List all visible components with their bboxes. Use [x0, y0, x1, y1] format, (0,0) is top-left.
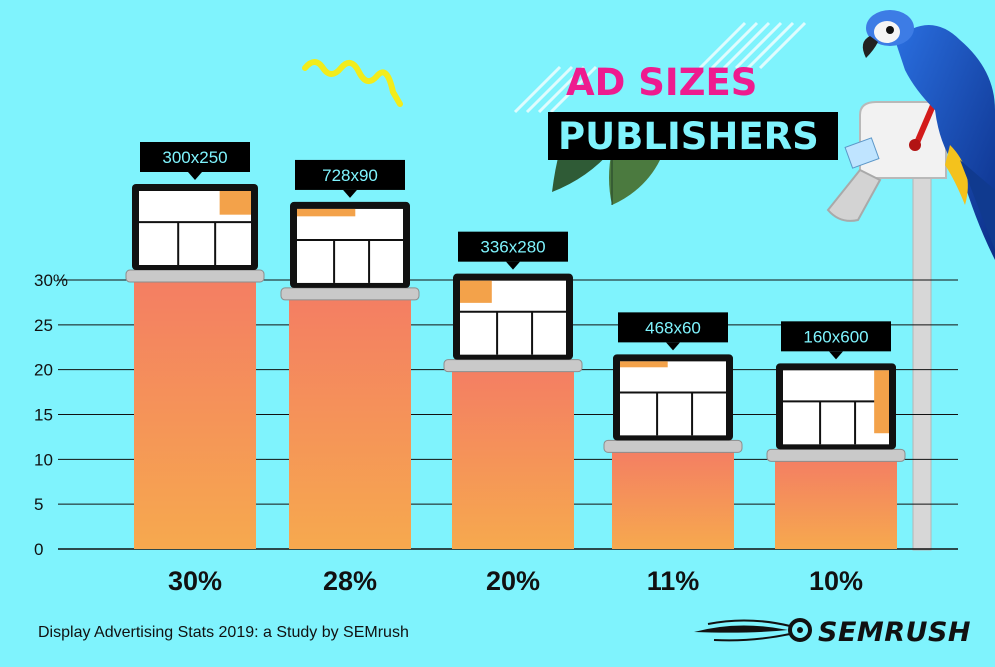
title-line1: AD SIZES: [566, 61, 757, 104]
y-axis-ticks: 0 5 10 15 20 25 30%: [34, 271, 68, 559]
parrot-illustration: [862, 10, 995, 260]
category-label-bg: [781, 321, 891, 352]
bar-group: 300x250: [125, 142, 265, 549]
y-tick-label: 5: [34, 495, 43, 514]
laptop-base: [766, 448, 906, 462]
y-tick-label: 15: [34, 406, 53, 425]
title-line2: PUBLISHERS: [558, 115, 819, 158]
title: AD SIZES PUBLISHERS: [548, 61, 838, 160]
bar-group: 160x600: [766, 321, 906, 549]
y-tick-label: 30%: [34, 271, 68, 290]
category-label-pointer: [506, 261, 520, 270]
y-tick-label: 25: [34, 316, 53, 335]
y-tick-label: 20: [34, 361, 53, 380]
laptop-base: [443, 359, 583, 373]
category-label-bg: [618, 312, 728, 343]
value-label: 20%: [486, 566, 540, 596]
ad-highlight: [874, 370, 889, 434]
laptop-base: [280, 287, 420, 301]
title-line2-bg: [548, 112, 838, 160]
category-label: 300x250: [162, 148, 227, 167]
ad-highlight: [620, 361, 668, 368]
category-label-pointer: [829, 351, 843, 360]
laptop-base: [125, 269, 265, 283]
bar: [289, 297, 411, 549]
bar-group: 468x60: [603, 312, 743, 549]
category-label-bg: [458, 231, 568, 262]
ad-highlight: [297, 208, 356, 217]
bar: [612, 450, 734, 549]
category-label-pointer: [188, 172, 202, 180]
ad-highlight: [219, 191, 251, 215]
ad-highlight: [460, 280, 492, 303]
screen-content: [620, 361, 726, 436]
bars: 300x250 728x90 336x280 468x60 160x600: [125, 142, 906, 549]
bar-group: 728x90: [280, 159, 420, 549]
laptop-base: [603, 439, 743, 453]
value-label: 11%: [647, 566, 700, 596]
bar: [775, 459, 897, 549]
value-label: 30%: [168, 566, 222, 596]
category-label-bg: [295, 159, 405, 190]
screen-content: [783, 370, 889, 445]
bar-group: 336x280: [443, 231, 583, 549]
category-label-bg: [140, 142, 250, 172]
category-label: 728x90: [322, 166, 378, 185]
stripes-decoration: [513, 21, 807, 114]
category-label-pointer: [666, 342, 680, 351]
value-label: 28%: [323, 566, 377, 596]
value-labels: 30% 28% 20% 11% 10%: [168, 566, 863, 596]
bar: [452, 369, 574, 549]
brand-name: SEMRUSH: [818, 617, 972, 648]
category-label: 468x60: [645, 318, 701, 337]
caption: Display Advertising Stats 2019: a Study …: [38, 624, 409, 641]
semrush-logo-icon: [694, 618, 812, 642]
value-label: 10%: [809, 566, 863, 596]
y-tick-label: 0: [34, 540, 43, 559]
squiggle-decoration: [302, 59, 403, 107]
category-label: 336x280: [480, 238, 545, 257]
category-label: 160x600: [803, 327, 868, 346]
screen-content: [297, 208, 403, 283]
bar: [134, 280, 256, 549]
y-tick-label: 10: [34, 450, 53, 469]
category-label-pointer: [343, 189, 357, 198]
